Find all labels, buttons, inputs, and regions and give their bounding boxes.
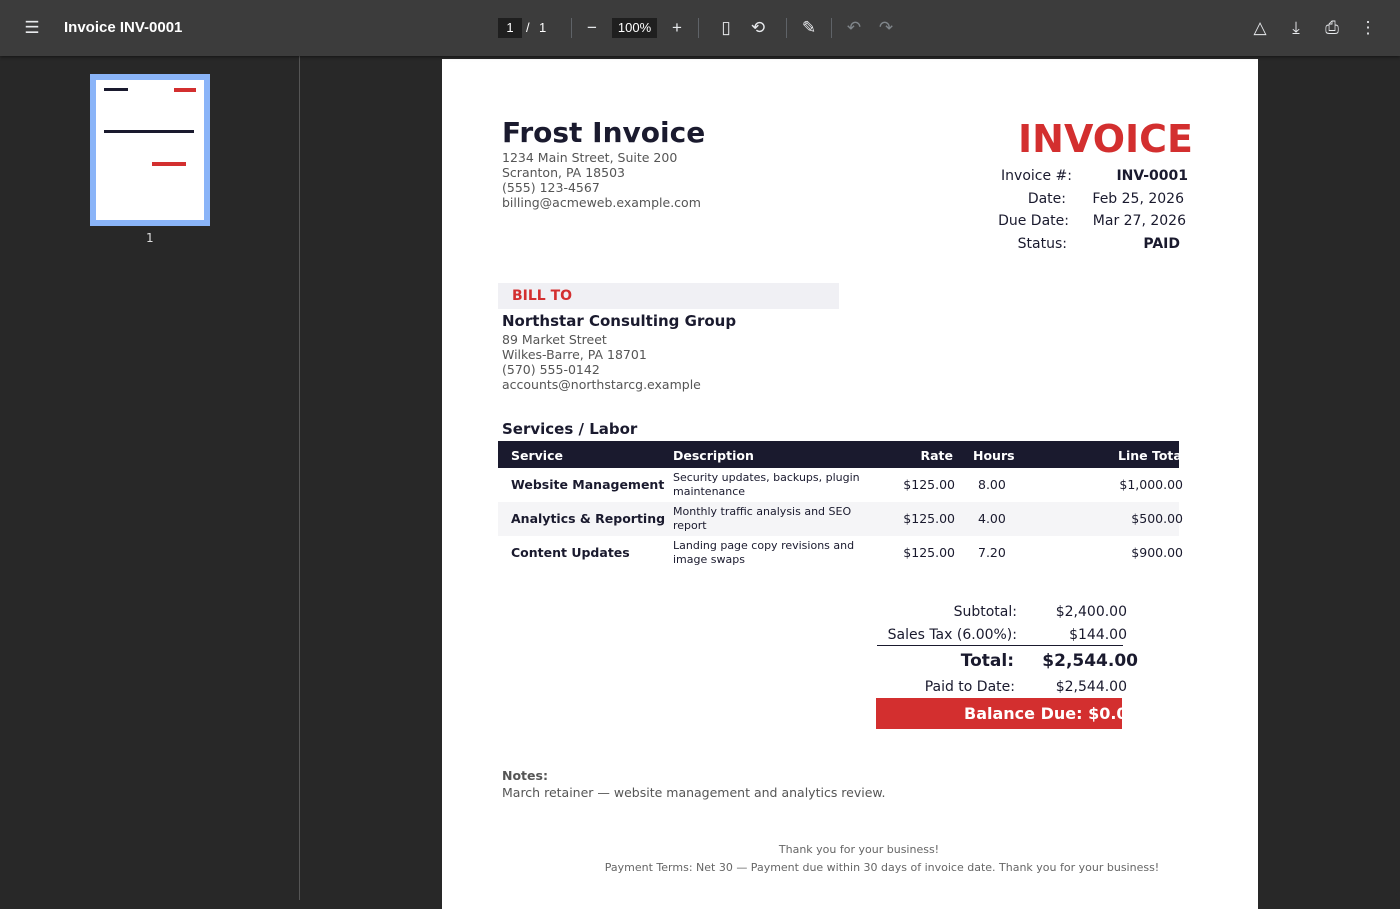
line-total-cell: $1,000.00 (1119, 477, 1183, 492)
totals-divider (877, 645, 1123, 646)
section-title: Services / Labor (502, 420, 638, 438)
hours-cell: 7.20 (978, 545, 1006, 560)
balance-due-banner: Balance Due: $0.00 (876, 698, 1122, 729)
download-icon[interactable]: ⤓ (1292, 18, 1300, 37)
table-row: Analytics & Reporting Monthly traffic an… (498, 502, 1183, 536)
fit-page-icon[interactable]: ▯ (721, 18, 731, 37)
page-thumbnail[interactable] (90, 74, 210, 226)
redo-icon[interactable]: ↷ (878, 18, 894, 37)
subtotal-value: $2,400.00 (1055, 604, 1127, 620)
notes-label: Notes: (502, 768, 548, 783)
undo-icon[interactable]: ↶ (846, 18, 862, 37)
company-name: Frost Invoice (502, 116, 706, 149)
client-address: 89 Market Street Wilkes-Barre, PA 18701 (5… (502, 332, 701, 392)
print-icon[interactable]: ⎙ (1325, 18, 1339, 37)
drive-icon[interactable]: △ (1253, 18, 1267, 37)
hours-cell: 4.00 (978, 511, 1006, 526)
table-row: Website Management Security updates, bac… (498, 468, 1183, 502)
pdf-toolbar: ☰ Invoice INV-0001 1 / 1 − 100% + ▯ ⟲ ✎ … (0, 0, 1400, 56)
line-total-cell: $500.00 (1131, 511, 1183, 526)
zoom-out-icon[interactable]: − (587, 18, 597, 37)
description-cell: Landing page copy revisions and image swa… (673, 539, 855, 566)
page-separator: / (526, 20, 530, 35)
thanks-text: Thank you for your business! (778, 843, 940, 856)
payment-terms: Payment Terms: Net 30 — Payment due with… (604, 861, 1160, 874)
divider (698, 18, 699, 38)
invoice-heading: INVOICE (1018, 117, 1193, 161)
document-title: Invoice INV-0001 (64, 19, 183, 36)
menu-icon[interactable]: ☰ (24, 18, 40, 37)
paid-value: $2,544.00 (1055, 679, 1127, 695)
zoom-input[interactable]: 100% (612, 18, 657, 38)
rate-cell: $125.00 (903, 511, 955, 526)
divider (831, 18, 832, 38)
rate-cell: $125.00 (903, 477, 955, 492)
service-cell: Content Updates (511, 545, 630, 560)
rate-cell: $125.00 (903, 545, 955, 560)
pdf-page: Frost Invoice 1234 Main Street, Suite 20… (442, 59, 1258, 909)
table-header: Service Description Rate Hours Line Tota… (498, 441, 1179, 468)
divider (786, 18, 787, 38)
page-total: 1 (539, 20, 547, 35)
client-name: Northstar Consulting Group (502, 312, 737, 330)
rotate-icon[interactable]: ⟲ (750, 18, 766, 37)
service-cell: Analytics & Reporting (511, 511, 666, 526)
bill-to-label: BILL TO (498, 283, 839, 309)
zoom-in-icon[interactable]: + (672, 18, 682, 37)
total-label: Total: (960, 651, 1014, 671)
table-row: Content Updates Landing page copy revisi… (498, 536, 1183, 570)
subtotal-label: Subtotal: (953, 604, 1017, 620)
description-cell: Security updates, backups, plugin mainten… (673, 471, 860, 498)
notes-text: March retainer — website management and … (502, 785, 886, 800)
description-cell: Monthly traffic analysis and SEO report (673, 505, 852, 532)
invoice-meta: Invoice #: INV-0001 Date: Feb 25, 2026 Due… (998, 168, 1188, 253)
paid-label: Paid to Date: (924, 679, 1015, 695)
thumbnail-sidebar (0, 56, 300, 900)
service-cell: Website Management (511, 477, 665, 492)
tax-value: $144.00 (1069, 627, 1127, 643)
line-total-cell: $900.00 (1131, 545, 1183, 560)
thumbnail-label: 1 (146, 231, 154, 245)
company-address: 1234 Main Street, Suite 200 Scranton, PA … (502, 150, 701, 210)
more-icon[interactable]: ⋮ (1359, 18, 1377, 37)
hours-cell: 8.00 (978, 477, 1006, 492)
total-value: $2,544.00 (1042, 651, 1138, 671)
divider (571, 18, 572, 38)
page-number-input[interactable]: 1 (498, 18, 522, 38)
annotate-icon[interactable]: ✎ (801, 18, 817, 37)
tax-label: Sales Tax (6.00%): (887, 627, 1017, 643)
